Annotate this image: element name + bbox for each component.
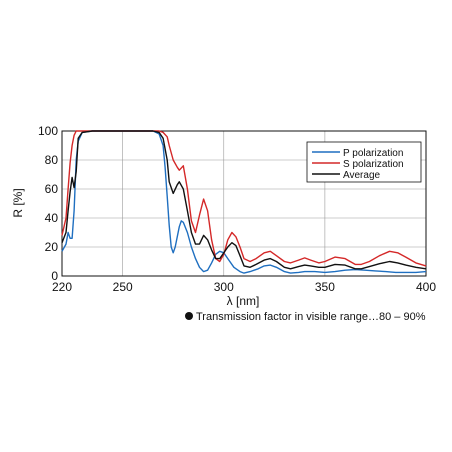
x-axis-label: λ [nm] [227, 294, 260, 308]
legend-label-p-polarization: P polarization [343, 148, 403, 159]
x-tick-400: 400 [416, 280, 436, 294]
x-tick-220: 220 [52, 280, 72, 294]
y-tick-40: 40 [45, 211, 59, 225]
legend: P polarization S polarization Average [306, 141, 422, 183]
plot-frame [61, 130, 427, 277]
y-tick-60: 60 [45, 182, 59, 196]
y-tick-20: 20 [45, 240, 59, 254]
bullet-icon [185, 312, 193, 320]
x-tick-350: 350 [315, 280, 335, 294]
y-axis-label: R [%] [11, 188, 25, 217]
transmission-note: Transmission factor in visible range…80 … [185, 311, 425, 323]
y-tick-0: 0 [51, 269, 58, 283]
legend-label-average: Average [343, 170, 381, 181]
x-tick-250: 250 [113, 280, 133, 294]
y-tick-100: 100 [38, 124, 58, 138]
legend-box [306, 141, 422, 183]
series-line-average [61, 130, 427, 270]
y-tick-80: 80 [45, 153, 59, 167]
y-tick-labels: 0 20 40 60 80 100 [38, 124, 58, 283]
x-tick-labels: 220 250 300 350 400 [52, 280, 436, 294]
x-tick-300: 300 [214, 280, 234, 294]
legend-label-s-polarization: S polarization [343, 159, 404, 170]
transmission-note-text: Transmission factor in visible range…80 … [196, 311, 426, 323]
series-layer [61, 130, 427, 274]
